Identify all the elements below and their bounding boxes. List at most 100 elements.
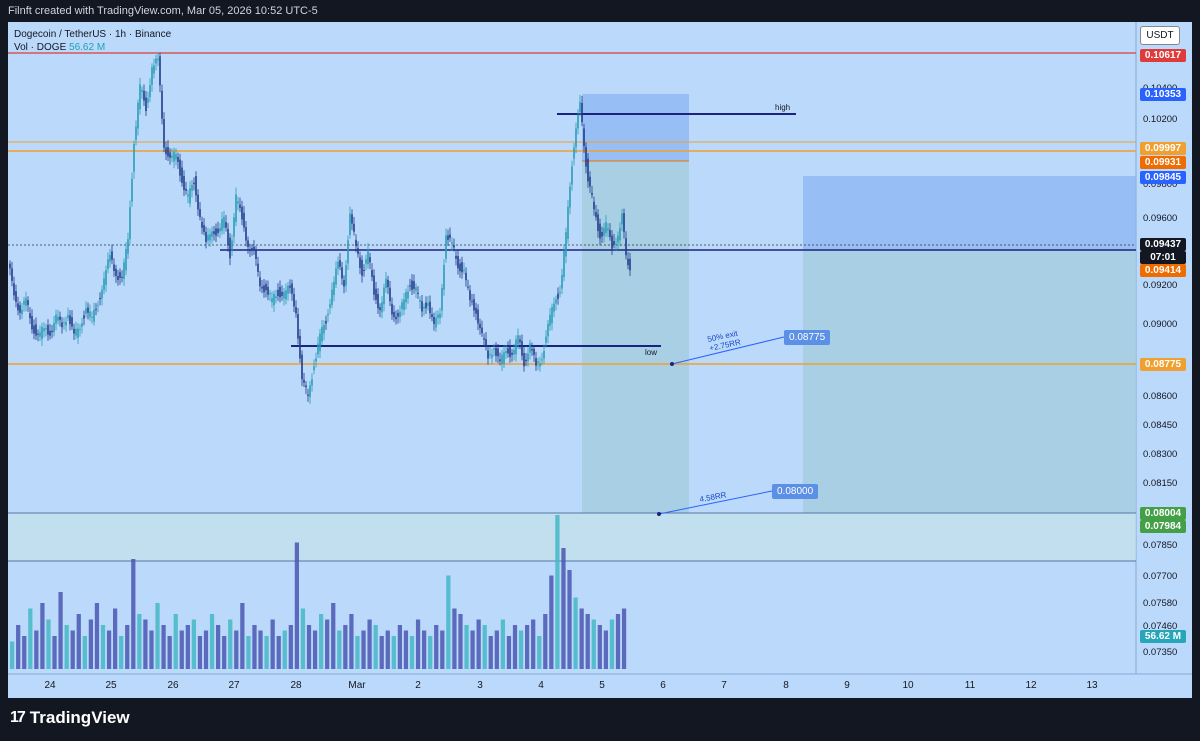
candle-body <box>617 235 619 243</box>
stop-zone-right <box>803 176 1136 250</box>
candle-body <box>205 231 207 242</box>
candle-body <box>523 353 525 367</box>
candle-body <box>81 323 83 327</box>
final-rr-line <box>658 490 773 515</box>
candle-body <box>367 249 369 265</box>
volume-bar <box>94 603 100 669</box>
candle-body <box>263 285 265 293</box>
currency-button[interactable]: USDT <box>1140 26 1180 45</box>
volume-bar <box>300 608 306 669</box>
y-tick-label: 0.09000 <box>1143 319 1177 330</box>
candle-body <box>361 259 363 276</box>
candle-body <box>485 339 487 347</box>
candle-body <box>153 65 155 74</box>
candle-body <box>91 316 93 318</box>
candle-body <box>245 227 247 241</box>
candle-body <box>79 328 81 330</box>
volume-bar <box>16 625 21 669</box>
x-tick-label: 10 <box>902 680 914 691</box>
volume-bar <box>100 625 106 669</box>
candle-body <box>479 323 481 329</box>
x-tick-label: Mar <box>348 680 366 691</box>
candle-body <box>11 268 13 281</box>
candle-body <box>451 242 453 244</box>
x-tick-label: 24 <box>44 680 56 691</box>
candle-body <box>579 101 581 113</box>
price-tag: 0.09997 <box>1140 142 1186 155</box>
candle-body <box>573 147 575 159</box>
candle-body <box>31 316 33 330</box>
volume-bar <box>415 619 421 669</box>
candle-body <box>535 358 537 366</box>
volume-bar <box>119 636 124 669</box>
volume-bar <box>70 630 75 669</box>
candle-body <box>597 214 599 232</box>
candle-body <box>525 359 527 362</box>
candle-body <box>413 281 415 289</box>
candle-body <box>121 276 123 278</box>
tradingview-logo[interactable]: 17 TradingView <box>10 708 130 728</box>
candle-body <box>293 293 295 307</box>
y-tick-label: 0.08600 <box>1143 391 1177 402</box>
volume-bar <box>76 614 81 669</box>
legend-vol-label: Vol · DOGE <box>14 42 67 53</box>
candle-body <box>317 343 319 355</box>
candle-body <box>203 225 205 232</box>
candle-body <box>157 58 159 61</box>
candle-body <box>231 240 233 250</box>
candle-body <box>187 194 189 197</box>
candle-body <box>229 237 231 259</box>
candle-body <box>531 349 533 351</box>
volume-bar <box>228 619 233 669</box>
candle-body <box>301 354 303 380</box>
tradingview-brand: TradingView <box>29 708 130 727</box>
x-tick-label: 13 <box>1086 680 1098 691</box>
candle-body <box>323 325 325 334</box>
legend: Dogecoin / TetherUS · 1h · Binance Vol ·… <box>14 28 171 54</box>
candle-body <box>105 270 107 286</box>
candle-body <box>403 299 405 310</box>
candle-body <box>587 158 589 182</box>
volume-bar <box>361 630 366 669</box>
candle-body <box>65 321 67 326</box>
volume-bar <box>125 625 130 669</box>
candle-body <box>423 307 425 309</box>
candle-body <box>113 264 115 271</box>
candle-body <box>167 146 169 157</box>
candle-body <box>445 235 447 259</box>
candle-body <box>595 212 597 218</box>
candle-body <box>277 289 279 296</box>
volume-bar <box>591 619 596 669</box>
volume-bar <box>379 636 384 669</box>
volume-bar <box>494 630 499 669</box>
candle-body <box>371 270 373 277</box>
y-tick-label: 0.09600 <box>1143 213 1177 224</box>
candle-body <box>533 348 535 355</box>
candle-body <box>397 312 399 317</box>
price-axis <box>1136 22 1192 674</box>
volume-bar <box>288 625 293 669</box>
candle-body <box>109 255 111 262</box>
candle-body <box>491 354 493 358</box>
candle-body <box>339 260 341 267</box>
volume-bar <box>531 619 536 669</box>
candle-body <box>453 245 455 248</box>
volume-bar <box>325 619 330 669</box>
candle-body <box>249 249 251 252</box>
candle-body <box>239 204 241 208</box>
volume-bar <box>222 636 227 669</box>
candle-body <box>419 299 421 302</box>
candle-body <box>465 272 467 281</box>
candle-body <box>47 325 49 335</box>
candle-body <box>553 303 555 312</box>
price-tag: 0.08004 <box>1140 507 1186 520</box>
candle-body <box>59 316 61 320</box>
candle-body <box>501 354 503 365</box>
candle-body <box>401 302 403 310</box>
x-tick-label: 9 <box>844 680 850 691</box>
volume-bar <box>40 603 45 669</box>
candle-body <box>437 314 439 318</box>
candle-body <box>363 269 365 271</box>
